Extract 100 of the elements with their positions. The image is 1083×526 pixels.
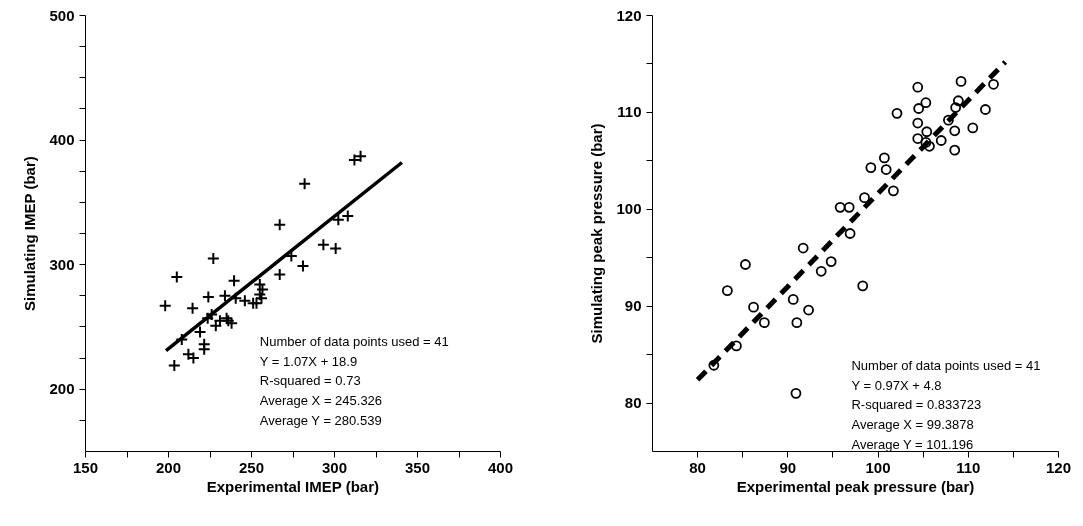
point [912, 133, 924, 144]
point [298, 177, 312, 191]
point [296, 259, 310, 273]
annotation: Y = 1.07X + 18.9 [259, 353, 358, 369]
point [197, 337, 211, 351]
y-tick-label: 110 [617, 103, 642, 121]
point [844, 228, 856, 239]
point [857, 280, 869, 292]
point [238, 294, 252, 308]
annotation: Average Y = 101.196 [851, 437, 974, 453]
point [740, 259, 751, 270]
point [843, 201, 855, 213]
point [980, 104, 991, 115]
point [201, 311, 215, 325]
annotation: Number of data points used = 41 [259, 333, 449, 349]
y-tick-label: 300 [49, 255, 75, 273]
point [167, 359, 181, 373]
x-tick-label: 350 [404, 458, 431, 476]
point [186, 351, 200, 365]
annotation: R-squared = 0.73 [259, 373, 361, 389]
x-tick-label: 200 [155, 458, 182, 476]
point [748, 301, 759, 313]
point [955, 75, 967, 87]
point [205, 307, 219, 321]
x-tick-label: 80 [689, 458, 706, 476]
point [935, 135, 947, 146]
point [912, 117, 924, 129]
point [880, 164, 892, 175]
x-tick-label: 150 [72, 458, 99, 476]
x-tick-label: 110 [956, 458, 981, 476]
point [273, 218, 287, 232]
point [924, 140, 935, 152]
point [331, 213, 345, 227]
point [227, 274, 241, 288]
y-axis-title: Simulating IMEP (bar) [21, 156, 39, 311]
point [859, 192, 870, 204]
x-tick-label: 400 [487, 458, 514, 476]
annotation: R-squared = 0.833723 [851, 397, 982, 413]
point [218, 289, 232, 303]
point [920, 97, 932, 109]
y-tick-label: 100 [616, 200, 642, 218]
point [273, 268, 287, 282]
point [201, 290, 215, 304]
point [316, 238, 330, 252]
point [950, 102, 962, 113]
y-axis-title: Simulating peak pressure (bar) [588, 123, 606, 344]
y-tick-label: 500 [49, 6, 75, 24]
annotation: Average X = 99.3878 [851, 417, 974, 433]
point [181, 347, 195, 361]
y-tick-label: 120 [616, 6, 642, 24]
point [708, 359, 720, 371]
x-tick-label: 250 [238, 458, 265, 476]
annotation: Average Y = 280.539 [259, 413, 382, 429]
point [791, 317, 803, 329]
point [787, 293, 799, 305]
x-axis-title: Experimental IMEP (bar) [206, 477, 380, 495]
point [206, 251, 220, 265]
y-tick-label: 200 [49, 380, 75, 398]
y-tick-label: 400 [49, 131, 75, 149]
point [721, 285, 733, 297]
x-axis-title: Experimental peak pressure (bar) [736, 477, 975, 495]
annotation: Number of data points used = 41 [851, 357, 1041, 373]
x-tick-label: 300 [321, 458, 348, 476]
point [797, 242, 809, 254]
point [158, 299, 172, 313]
point [943, 114, 954, 126]
point [341, 209, 355, 223]
annotation: Average X = 245.326 [259, 393, 383, 409]
point [878, 152, 890, 164]
point [988, 78, 999, 90]
point [834, 201, 846, 213]
point [887, 185, 899, 197]
point [913, 103, 925, 114]
y-tick-label: 90 [624, 297, 642, 315]
point [175, 332, 189, 346]
y-tick-label: 80 [624, 394, 642, 412]
point [186, 301, 200, 315]
point [731, 340, 742, 352]
point [891, 107, 903, 119]
x-tick-label: 120 [1045, 458, 1072, 476]
x-tick-label: 100 [865, 458, 891, 476]
point [949, 144, 961, 156]
x-tick-label: 90 [779, 458, 797, 476]
point [758, 317, 770, 329]
point [790, 387, 802, 399]
point [193, 325, 207, 339]
point [803, 304, 814, 316]
point [825, 256, 837, 267]
point [967, 122, 979, 134]
point [865, 162, 877, 174]
point [921, 126, 933, 138]
point [952, 95, 964, 107]
point [912, 81, 924, 93]
annotation: Y = 0.97X + 4.8 [851, 377, 942, 393]
point [815, 265, 827, 277]
point [329, 241, 343, 255]
point [920, 137, 932, 148]
point [949, 125, 961, 137]
point [225, 316, 239, 330]
point [170, 270, 184, 284]
